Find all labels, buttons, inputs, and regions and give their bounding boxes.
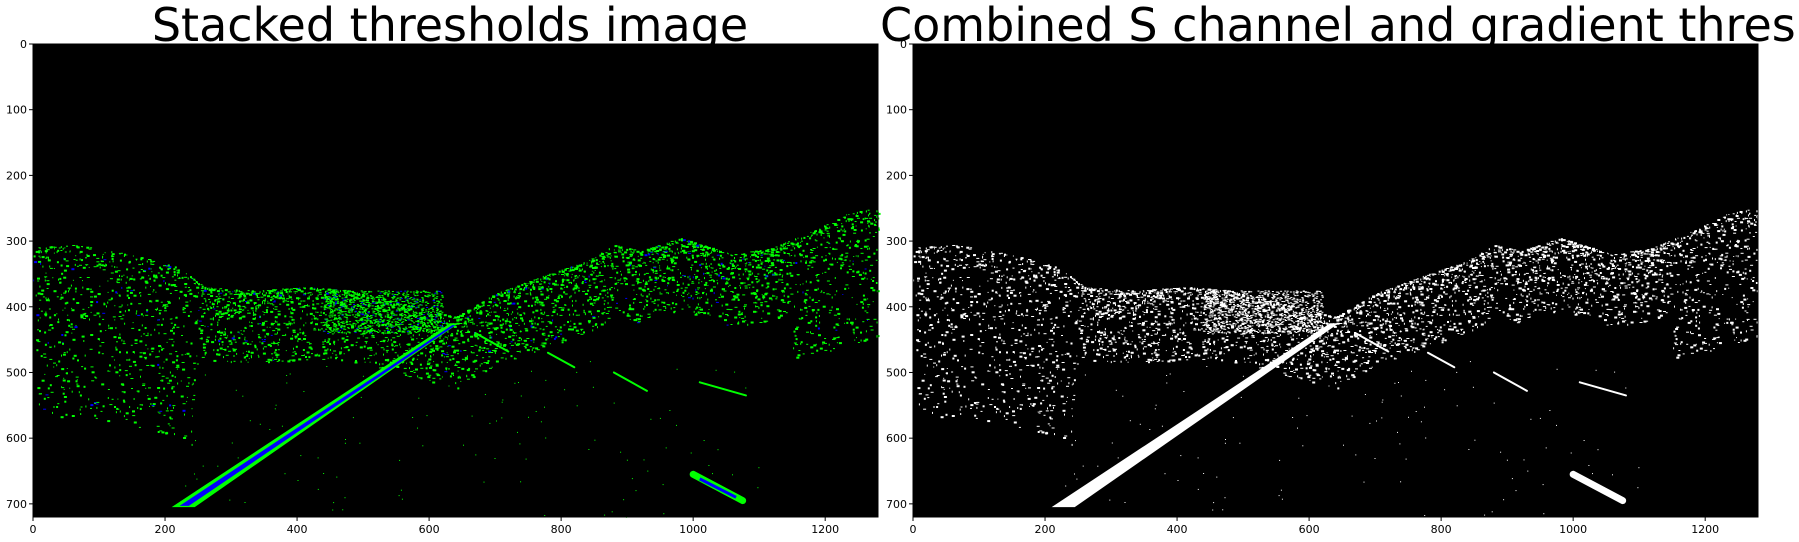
edge-pixels bbox=[913, 209, 1761, 518]
right-lane-dash-core bbox=[699, 477, 737, 499]
y-tick-label: 600 bbox=[886, 432, 907, 445]
right-lane-dash bbox=[474, 332, 510, 353]
x-tick-label: 600 bbox=[1299, 523, 1320, 536]
y-tick-label: 700 bbox=[886, 498, 907, 511]
image-area bbox=[33, 44, 878, 517]
right-lane-dash bbox=[1354, 332, 1390, 353]
axes-frame bbox=[32, 43, 879, 518]
y-tick-label: 0 bbox=[900, 38, 907, 51]
y-tick-label: 700 bbox=[6, 498, 27, 511]
y-tick-label: 200 bbox=[886, 169, 907, 182]
x-tick-label: 400 bbox=[1167, 523, 1188, 536]
right-lane-dash bbox=[698, 381, 747, 397]
right-lane-dash bbox=[1426, 351, 1456, 369]
left-lane-core bbox=[1059, 325, 1336, 506]
x-tick-label: 400 bbox=[287, 523, 308, 536]
y-tick-label: 300 bbox=[886, 235, 907, 248]
y-tick-label: 600 bbox=[6, 432, 27, 445]
right-lane-dash bbox=[612, 371, 648, 392]
x-tick-label: 800 bbox=[1431, 523, 1452, 536]
x-tick-label: 1000 bbox=[1559, 523, 1587, 536]
y-tick-label: 500 bbox=[886, 366, 907, 379]
image-area bbox=[913, 44, 1758, 517]
x-tick-label: 600 bbox=[419, 523, 440, 536]
y-tick-label: 500 bbox=[6, 366, 27, 379]
x-tick-label: 0 bbox=[910, 523, 917, 536]
axes-frame bbox=[912, 43, 1759, 518]
y-tick-label: 0 bbox=[20, 38, 27, 51]
left-panel: Stacked thresholds image 0 200 400 600 800 10… bbox=[6, 0, 881, 536]
right-panel: Combined S channel and gradient threshol… bbox=[880, 0, 1799, 542]
y-tick-label: 300 bbox=[6, 235, 27, 248]
right-lane-dash bbox=[546, 351, 576, 369]
right-panel-title: Combined S channel and gradient threshol… bbox=[880, 0, 1799, 52]
edge-pixels bbox=[33, 209, 881, 518]
right-lane-dash bbox=[1492, 371, 1528, 392]
y-tick-label: 200 bbox=[6, 169, 27, 182]
x-tick-label: 200 bbox=[155, 523, 176, 536]
y-tick-label: 100 bbox=[886, 104, 907, 117]
right-lane-dash-core bbox=[1579, 477, 1617, 499]
right-lane-dash bbox=[1578, 381, 1627, 397]
left-panel-title: Stacked thresholds image bbox=[151, 0, 749, 52]
x-tick-label: 800 bbox=[551, 523, 572, 536]
x-tick-label: 1200 bbox=[1691, 523, 1719, 536]
y-tick-label: 100 bbox=[6, 104, 27, 117]
x-tick-label: 0 bbox=[30, 523, 37, 536]
right-image-plot: 0 200 400 600 800 1000 1200 0 100 200 300 400 500 600… bbox=[886, 38, 1761, 536]
left-image-plot: 0 200 400 600 800 1000 1200 0 100 200 300 400 500 600… bbox=[6, 38, 881, 536]
y-tick-label: 400 bbox=[6, 301, 27, 314]
y-tick-label: 400 bbox=[886, 301, 907, 314]
left-lane-core bbox=[179, 325, 456, 506]
x-tick-label: 200 bbox=[1035, 523, 1056, 536]
x-tick-label: 1000 bbox=[679, 523, 707, 536]
x-tick-label: 1200 bbox=[811, 523, 839, 536]
